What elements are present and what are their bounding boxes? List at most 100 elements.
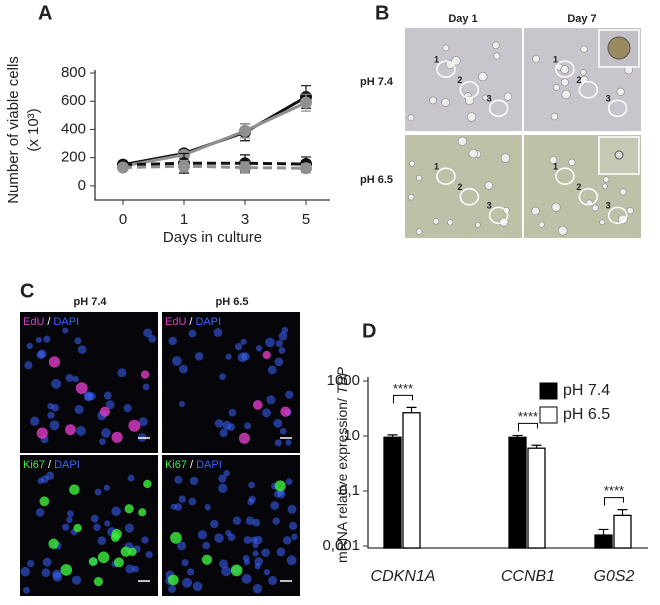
cell-number: 3: [487, 94, 492, 104]
nucleus: [261, 548, 270, 558]
nucleus: [272, 517, 280, 525]
cell: [468, 148, 478, 159]
nucleus: [245, 516, 255, 525]
cell-number: 1: [553, 162, 558, 172]
stained-nucleus: [280, 406, 291, 417]
nucleus: [188, 329, 197, 338]
nucleus: [243, 536, 252, 544]
cell: [557, 225, 568, 236]
stained-nucleus: [60, 564, 73, 576]
cell: [549, 156, 558, 164]
cell: [416, 174, 423, 182]
cell: [560, 78, 569, 87]
nucleus: [210, 519, 219, 529]
stained-nucleus: [73, 523, 82, 533]
nucleus: [24, 361, 33, 370]
cell-number: 1: [553, 55, 558, 65]
nucleus: [124, 523, 135, 533]
nucleus: [174, 503, 183, 511]
nucleus: [252, 550, 259, 557]
nucleus: [127, 474, 135, 482]
nucleus: [223, 469, 230, 477]
nucleus: [188, 497, 197, 506]
stained-nucleus: [168, 574, 179, 586]
nucleus: [219, 373, 226, 380]
separator: /: [189, 316, 193, 328]
nucleus: [240, 338, 247, 345]
cell: [552, 83, 560, 91]
cell: [568, 158, 576, 166]
x-tick-label: CDKN1A: [371, 568, 436, 585]
y-tick-label: 0,1: [339, 482, 360, 499]
nucleus: [182, 577, 193, 588]
nucleus: [74, 404, 84, 415]
error-bar: [598, 528, 609, 536]
stained-nucleus: [111, 528, 122, 540]
cell-outline: [436, 167, 456, 185]
stained-nucleus: [262, 350, 271, 360]
nucleus: [142, 383, 150, 391]
nucleus: [178, 400, 185, 407]
y-tick-label: 200: [61, 149, 86, 166]
cell: [491, 41, 500, 50]
marker: [239, 161, 251, 174]
stained-nucleus: [201, 554, 213, 565]
bar: [383, 436, 402, 549]
stained-nucleus: [36, 427, 48, 439]
nucleus: [219, 428, 228, 438]
nucleus: [262, 408, 271, 418]
cell: [551, 202, 561, 212]
nucleus: [248, 481, 255, 489]
nucleus: [181, 559, 189, 567]
nucleus: [178, 364, 188, 374]
nucleus: [94, 488, 102, 496]
stained-nucleus: [170, 532, 182, 544]
cell-outline: [578, 188, 599, 206]
nucleus: [242, 554, 250, 562]
cell: [409, 160, 416, 167]
stained-nucleus: [143, 479, 152, 489]
nucleus: [266, 395, 276, 405]
nucleus: [244, 422, 252, 430]
cell: [616, 87, 625, 96]
series-line: [122, 101, 307, 168]
nucleus: [267, 365, 277, 375]
y-axis-label-part: TBP: [334, 366, 350, 394]
cell-outline: [459, 188, 480, 206]
cell: [432, 217, 440, 225]
row-label: pH 6.5: [360, 174, 393, 186]
nucleus: [186, 568, 195, 576]
row-label: pH 7.4: [360, 76, 394, 88]
cell-outline: [578, 81, 599, 99]
nucleus: [241, 352, 250, 361]
counterstain-name: DAPI: [195, 316, 221, 328]
nucleus: [247, 498, 255, 506]
nucleus: [168, 585, 176, 593]
cell-outline: [459, 81, 480, 99]
nucleus: [219, 559, 229, 569]
marker: [178, 160, 190, 173]
nucleus: [36, 350, 45, 360]
nucleus: [285, 478, 293, 485]
stained-nucleus: [120, 546, 131, 557]
micrograph: [162, 455, 300, 596]
nucleus: [177, 541, 187, 551]
y-tick-label: 600: [61, 92, 86, 109]
cell: [591, 204, 599, 212]
nucleus: [47, 411, 55, 419]
y-axis-label-part: mRNA relative expression/: [334, 394, 350, 563]
nucleus: [288, 521, 298, 530]
cell-outline: [555, 167, 575, 185]
significance-label: ****: [518, 409, 538, 424]
nucleus: [241, 574, 252, 584]
nucleus: [123, 403, 132, 413]
nucleus: [148, 335, 157, 343]
cell: [580, 69, 587, 76]
column-label: pH 6.5: [215, 296, 248, 308]
cell: [429, 96, 437, 105]
column-label: pH 7.4: [73, 296, 107, 308]
stained-nucleus: [138, 508, 147, 517]
nucleus: [71, 575, 82, 585]
y-tick-label: 10: [343, 427, 360, 444]
